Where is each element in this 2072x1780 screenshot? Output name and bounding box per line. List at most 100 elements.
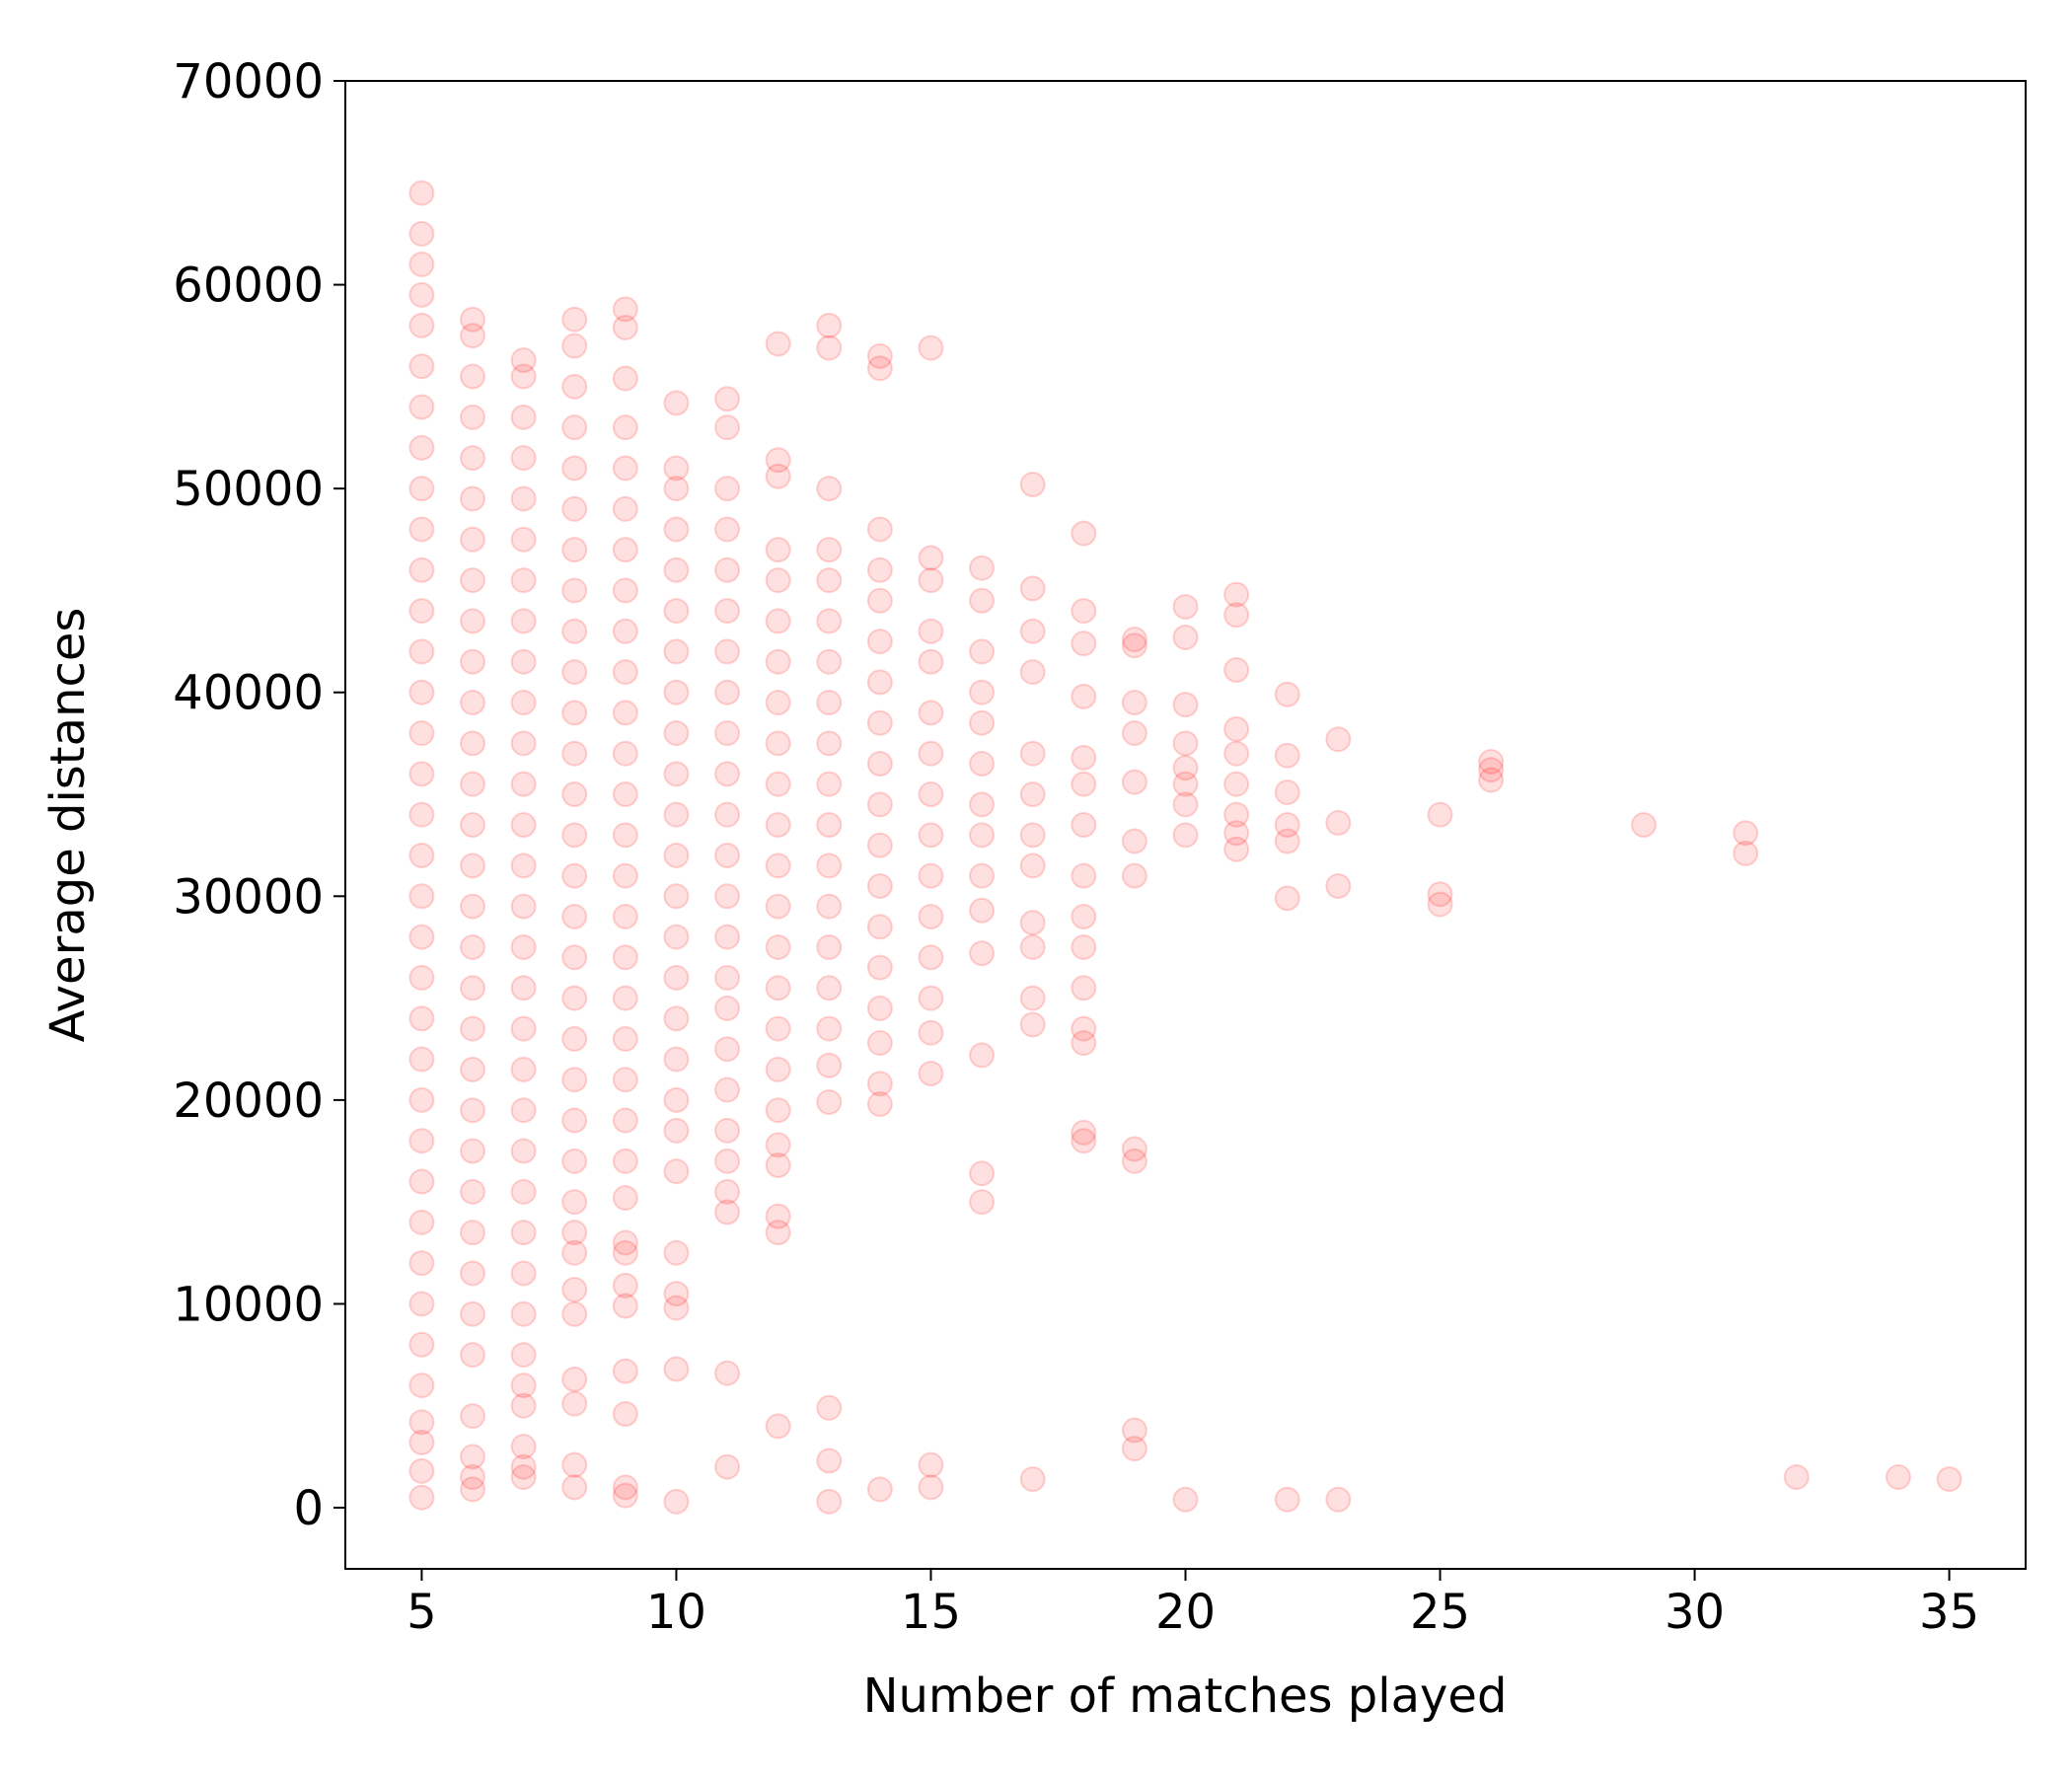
scatter-point [561, 1390, 588, 1417]
scatter-point [1783, 1464, 1810, 1491]
scatter-point [866, 709, 893, 736]
scatter-point [765, 893, 791, 920]
scatter-point [663, 720, 690, 747]
scatter-point [765, 975, 791, 1001]
scatter-point [408, 1429, 435, 1455]
scatter-point [510, 526, 537, 553]
scatter-point [714, 1199, 741, 1225]
scatter-point [1223, 602, 1250, 629]
scatter-point [918, 944, 944, 971]
scatter-point [1071, 1015, 1097, 1042]
scatter-point [561, 781, 588, 808]
scatter-point [1071, 771, 1097, 797]
scatter-point [765, 648, 791, 675]
scatter-point [1478, 767, 1505, 793]
scatter-point [460, 893, 486, 920]
scatter-point [408, 476, 435, 502]
scatter-point [663, 1158, 690, 1185]
scatter-point [408, 1409, 435, 1436]
scatter-point [714, 1117, 741, 1144]
scatter-point [612, 1293, 638, 1319]
scatter-point [1071, 975, 1097, 1001]
scatter-point [408, 1209, 435, 1235]
scatter-point [612, 1107, 638, 1134]
scatter-point [408, 394, 435, 420]
scatter-point [561, 659, 588, 686]
scatter-point [460, 526, 486, 553]
scatter-point [663, 1295, 690, 1321]
scatter-point [969, 862, 996, 889]
scatter-point [816, 690, 843, 716]
scatter-point [663, 924, 690, 950]
scatter-point [1071, 1119, 1097, 1146]
scatter-point [663, 1046, 690, 1073]
scatter-point [663, 1356, 690, 1382]
scatter-point [612, 365, 638, 392]
scatter-point [460, 771, 486, 797]
scatter-point [866, 872, 893, 899]
scatter-point [408, 180, 435, 206]
y-axis-label: Average distances [40, 608, 96, 1043]
scatter-point [1019, 1466, 1046, 1493]
scatter-point [714, 414, 741, 441]
scatter-point [460, 1403, 486, 1430]
scatter-point [765, 853, 791, 879]
scatter-point [510, 363, 537, 390]
scatter-point [1325, 726, 1352, 753]
scatter-point [918, 740, 944, 767]
scatter-point [612, 1067, 638, 1093]
scatter-point [510, 1372, 537, 1399]
scatter-point [1172, 692, 1199, 718]
scatter-point [714, 679, 741, 705]
scatter-point [1733, 840, 1759, 866]
scatter-point [510, 1464, 537, 1491]
scatter-point [816, 476, 843, 502]
y-tick-label: 60000 [173, 259, 324, 314]
scatter-point [460, 1178, 486, 1205]
scatter-point [612, 862, 638, 889]
scatter-point [1427, 891, 1453, 918]
x-tick-label: 15 [901, 1585, 961, 1640]
scatter-point [1274, 742, 1300, 769]
scatter-point [612, 577, 638, 604]
scatter-point [765, 1015, 791, 1042]
scatter-point [816, 1394, 843, 1421]
scatter-point [408, 1457, 435, 1484]
y-tick-label: 20000 [173, 1074, 324, 1129]
scatter-point [1172, 624, 1199, 650]
scatter-point [510, 1097, 537, 1124]
y-tick-label: 0 [293, 1481, 324, 1536]
scatter-point [918, 985, 944, 1011]
scatter-point [510, 648, 537, 675]
scatter-point [561, 1220, 588, 1246]
scatter-point [1274, 812, 1300, 838]
scatter-point [765, 537, 791, 563]
scatter-point [816, 1447, 843, 1474]
scatter-point [510, 1056, 537, 1082]
scatter-point [1071, 1128, 1097, 1154]
scatter-point [765, 567, 791, 594]
scatter-point [408, 1291, 435, 1317]
scatter-point [460, 1097, 486, 1124]
scatter-point [1019, 822, 1046, 849]
scatter-point [714, 476, 741, 502]
scatter-point [561, 1451, 588, 1478]
scatter-point [612, 1474, 638, 1501]
scatter-point [510, 1220, 537, 1246]
scatter-point [1121, 769, 1147, 795]
scatter-point [408, 1005, 435, 1032]
scatter-point [765, 933, 791, 960]
scatter-point [561, 618, 588, 644]
scatter-point [969, 791, 996, 818]
scatter-point [1019, 933, 1046, 960]
scatter-point [1071, 812, 1097, 838]
scatter-point [460, 608, 486, 634]
x-tick-label: 5 [407, 1585, 437, 1640]
scatter-point [866, 629, 893, 655]
scatter-point [663, 390, 690, 416]
scatter-point [460, 1464, 486, 1491]
scatter-point [663, 598, 690, 625]
scatter-point [561, 1067, 588, 1093]
scatter-point [1223, 801, 1250, 828]
scatter-point [714, 556, 741, 583]
